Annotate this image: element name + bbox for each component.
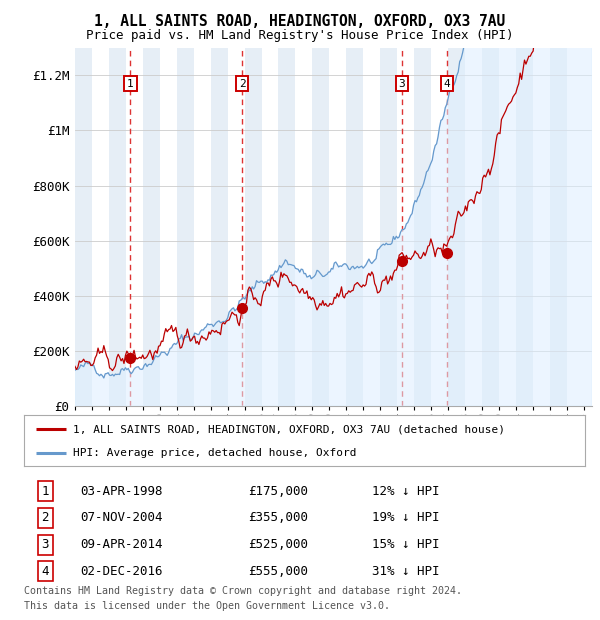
Text: 19% ↓ HPI: 19% ↓ HPI — [372, 512, 439, 525]
Text: This data is licensed under the Open Government Licence v3.0.: This data is licensed under the Open Gov… — [24, 601, 390, 611]
Bar — [227, 48, 245, 406]
Bar — [75, 48, 92, 406]
Bar — [262, 48, 278, 406]
Text: HPI: Average price, detached house, Oxford: HPI: Average price, detached house, Oxfo… — [73, 448, 357, 458]
Bar — [465, 48, 482, 406]
Bar — [278, 48, 295, 406]
Text: 1: 1 — [127, 79, 134, 89]
Bar — [346, 48, 363, 406]
Text: 4: 4 — [443, 79, 450, 89]
Text: 3: 3 — [398, 79, 405, 89]
Bar — [160, 48, 177, 406]
Text: 1, ALL SAINTS ROAD, HEADINGTON, OXFORD, OX3 7AU: 1, ALL SAINTS ROAD, HEADINGTON, OXFORD, … — [94, 14, 506, 29]
Text: 4: 4 — [41, 565, 49, 578]
Text: £355,000: £355,000 — [248, 512, 308, 525]
Text: 3: 3 — [41, 538, 49, 551]
Bar — [194, 48, 211, 406]
Bar — [397, 48, 414, 406]
Bar — [92, 48, 109, 406]
Bar — [363, 48, 380, 406]
Bar — [295, 48, 313, 406]
Bar — [550, 48, 567, 406]
Bar — [329, 48, 346, 406]
Text: 09-APR-2014: 09-APR-2014 — [80, 538, 163, 551]
Text: 12% ↓ HPI: 12% ↓ HPI — [372, 485, 439, 498]
Bar — [482, 48, 499, 406]
Text: Price paid vs. HM Land Registry's House Price Index (HPI): Price paid vs. HM Land Registry's House … — [86, 29, 514, 42]
Bar — [211, 48, 227, 406]
Text: 1, ALL SAINTS ROAD, HEADINGTON, OXFORD, OX3 7AU (detached house): 1, ALL SAINTS ROAD, HEADINGTON, OXFORD, … — [73, 424, 505, 434]
Bar — [499, 48, 516, 406]
Bar — [245, 48, 262, 406]
Text: 1: 1 — [41, 485, 49, 498]
Text: 2: 2 — [41, 512, 49, 525]
Bar — [567, 48, 584, 406]
Bar — [533, 48, 550, 406]
Text: £175,000: £175,000 — [248, 485, 308, 498]
Text: Contains HM Land Registry data © Crown copyright and database right 2024.: Contains HM Land Registry data © Crown c… — [24, 586, 462, 596]
Bar — [126, 48, 143, 406]
Bar — [414, 48, 431, 406]
Bar — [313, 48, 329, 406]
Bar — [516, 48, 533, 406]
Text: 15% ↓ HPI: 15% ↓ HPI — [372, 538, 439, 551]
Text: £555,000: £555,000 — [248, 565, 308, 578]
Bar — [143, 48, 160, 406]
Text: 03-APR-1998: 03-APR-1998 — [80, 485, 163, 498]
Bar — [380, 48, 397, 406]
Bar — [448, 48, 465, 406]
Text: 02-DEC-2016: 02-DEC-2016 — [80, 565, 163, 578]
Text: £525,000: £525,000 — [248, 538, 308, 551]
Bar — [431, 48, 448, 406]
Text: 2: 2 — [239, 79, 245, 89]
Text: 07-NOV-2004: 07-NOV-2004 — [80, 512, 163, 525]
Bar — [177, 48, 194, 406]
Bar — [109, 48, 126, 406]
Text: 31% ↓ HPI: 31% ↓ HPI — [372, 565, 439, 578]
